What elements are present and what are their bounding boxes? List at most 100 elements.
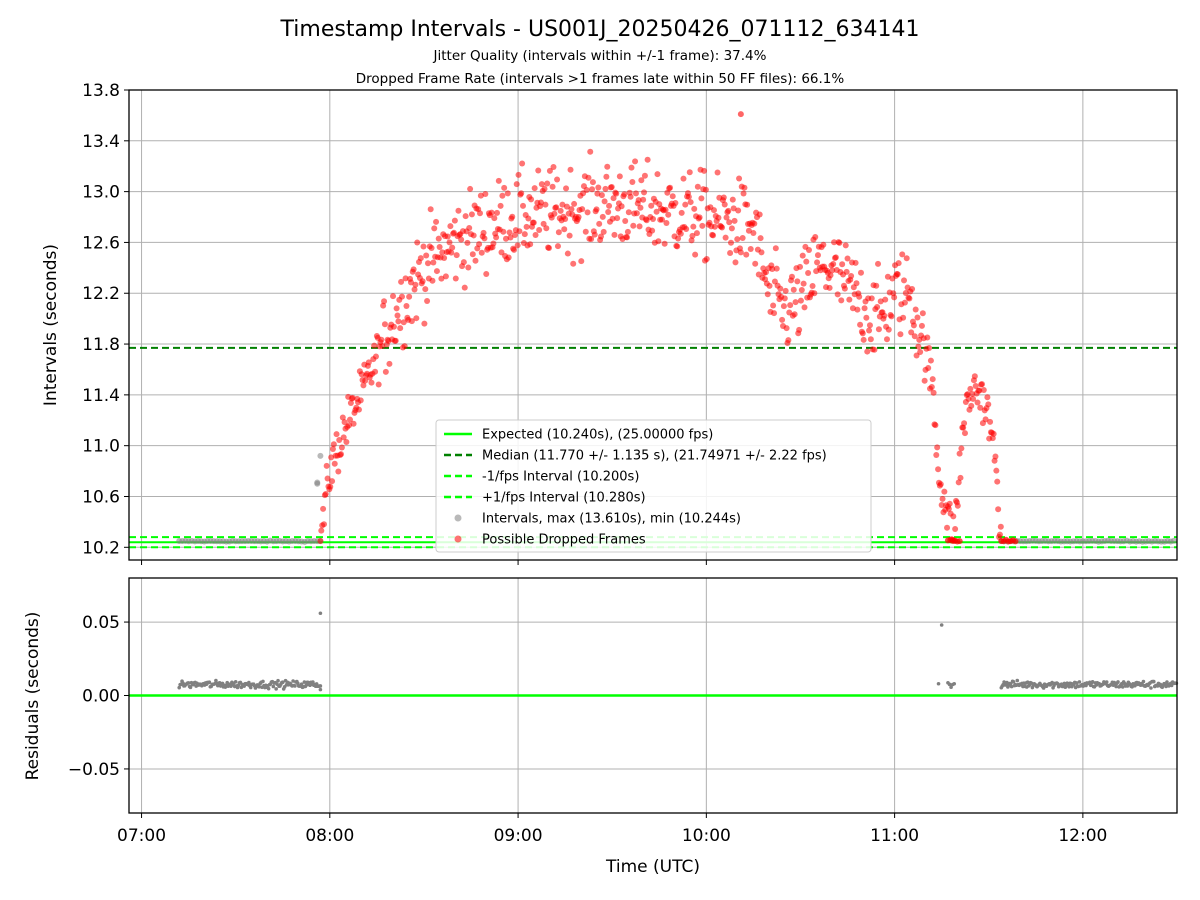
dropped-point bbox=[882, 296, 889, 303]
legend-label: Median (11.770 +/- 1.135 s), (21.74971 +… bbox=[482, 449, 827, 464]
dropped-point bbox=[567, 166, 574, 173]
dropped-point bbox=[347, 400, 354, 407]
dropped-point bbox=[854, 306, 861, 313]
dropped-point bbox=[419, 278, 426, 285]
dropped-point bbox=[343, 439, 350, 446]
dropped-point bbox=[585, 174, 592, 181]
dropped-point bbox=[554, 176, 561, 183]
dropped-point bbox=[360, 382, 367, 389]
dropped-point bbox=[805, 270, 812, 277]
dropped-point bbox=[881, 312, 888, 319]
dropped-point bbox=[832, 254, 839, 261]
dropped-point bbox=[797, 263, 804, 270]
dropped-point bbox=[538, 181, 545, 188]
dropped-point bbox=[339, 414, 346, 421]
dropped-point bbox=[598, 192, 605, 199]
dropped-point bbox=[771, 310, 778, 317]
dropped-point bbox=[866, 322, 873, 329]
dropped-point bbox=[436, 243, 443, 250]
dropped-point bbox=[752, 260, 759, 267]
dropped-point bbox=[696, 214, 703, 221]
dropped-point bbox=[769, 266, 776, 273]
dropped-point bbox=[495, 177, 502, 184]
dropped-point bbox=[927, 357, 934, 364]
residual-point bbox=[304, 683, 309, 687]
dropped-point bbox=[955, 479, 962, 486]
dropped-point bbox=[859, 330, 866, 337]
dropped-point bbox=[372, 353, 379, 360]
dropped-point bbox=[563, 203, 570, 210]
dropped-point bbox=[843, 268, 850, 275]
dropped-point bbox=[968, 402, 975, 409]
dropped-point bbox=[422, 286, 429, 293]
dropped-point bbox=[317, 537, 324, 544]
legend-label: Possible Dropped Frames bbox=[482, 533, 646, 548]
dropped-point bbox=[674, 243, 681, 250]
dropped-point bbox=[933, 452, 940, 459]
dropped-point bbox=[372, 368, 379, 375]
dropped-point bbox=[323, 462, 330, 469]
dropped-point bbox=[800, 280, 807, 287]
dropped-point-max bbox=[737, 111, 744, 118]
y-tick-label: 0.00 bbox=[82, 687, 120, 707]
dropped-point bbox=[969, 390, 976, 397]
dropped-point bbox=[400, 319, 407, 326]
residual-point bbox=[318, 611, 323, 616]
dropped-point bbox=[690, 223, 697, 230]
dropped-point bbox=[844, 255, 851, 262]
dropped-point bbox=[588, 236, 595, 243]
y-tick-label: 13.4 bbox=[82, 132, 120, 152]
dropped-point bbox=[744, 201, 751, 208]
dropped-point bbox=[677, 230, 684, 237]
dropped-point bbox=[601, 198, 608, 205]
dropped-point bbox=[720, 194, 727, 201]
dropped-point bbox=[392, 337, 399, 344]
dropped-point bbox=[783, 325, 790, 332]
dropped-point bbox=[891, 294, 898, 301]
dropped-point bbox=[609, 215, 616, 222]
dropped-point bbox=[781, 295, 788, 302]
residual-point bbox=[207, 680, 212, 685]
dropped-point bbox=[861, 305, 868, 312]
dropped-point bbox=[466, 225, 473, 232]
dropped-point bbox=[928, 383, 935, 390]
dropped-point bbox=[494, 209, 501, 216]
dropped-point bbox=[593, 206, 600, 213]
dropped-point bbox=[621, 191, 628, 198]
dropped-point bbox=[779, 316, 786, 323]
dropped-point bbox=[386, 360, 393, 367]
dropped-point bbox=[536, 227, 543, 234]
dropped-point bbox=[602, 185, 609, 192]
residual-point bbox=[1011, 680, 1016, 684]
dropped-point bbox=[540, 220, 547, 227]
dropped-point bbox=[515, 171, 522, 178]
dropped-point bbox=[669, 193, 676, 200]
dropped-point bbox=[338, 444, 345, 451]
residual-point bbox=[233, 679, 238, 684]
residual-point bbox=[1025, 680, 1030, 684]
dropped-point bbox=[757, 235, 764, 242]
residual-point bbox=[311, 680, 315, 684]
residual-point bbox=[1009, 684, 1014, 689]
dropped-point bbox=[970, 395, 977, 402]
dropped-point bbox=[420, 243, 427, 250]
dropped-point bbox=[520, 202, 527, 209]
dropped-point bbox=[956, 450, 963, 457]
dropped-point bbox=[946, 500, 953, 507]
dropped-point bbox=[322, 491, 329, 498]
dropped-point bbox=[655, 238, 662, 245]
dropped-point bbox=[903, 255, 910, 262]
dropped-point bbox=[460, 259, 467, 266]
dropped-point bbox=[658, 216, 665, 223]
dropped-point bbox=[439, 249, 446, 256]
dropped-point bbox=[873, 282, 880, 289]
dropped-point bbox=[961, 430, 968, 437]
dropped-point bbox=[480, 229, 487, 236]
dropped-point bbox=[358, 371, 365, 378]
dropped-point bbox=[791, 311, 798, 318]
dropped-point bbox=[403, 303, 410, 310]
dropped-point bbox=[427, 206, 434, 213]
dropped-point bbox=[513, 181, 520, 188]
dropped-point bbox=[467, 185, 474, 192]
dropped-point bbox=[329, 478, 336, 485]
